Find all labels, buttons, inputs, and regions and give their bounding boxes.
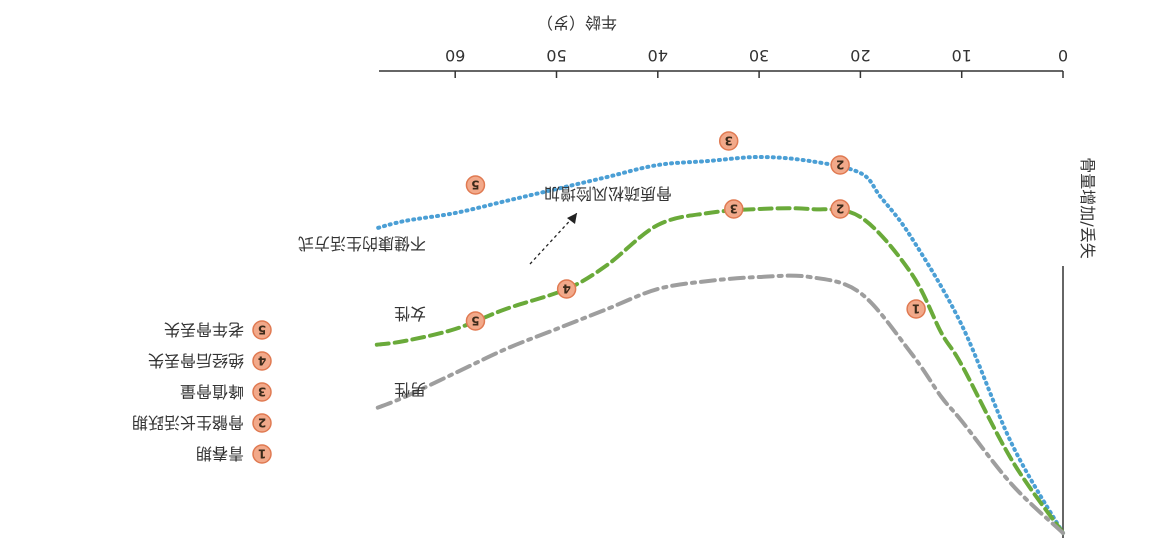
series-line-male [372,154,1065,535]
point-marker: 1 [906,299,926,319]
marker-circle [830,155,850,175]
marker-number: 5 [471,178,479,192]
legend-label: 峰值骨量 [180,382,244,401]
marker-number: 2 [258,416,266,430]
legend-label: 老年骨丢失 [164,320,244,339]
point-marker: 5 [465,175,486,195]
marker-number: 3 [730,202,738,216]
x-tick-label: 40 [648,46,668,65]
x-tick-label: 50 [546,46,566,65]
marker-circle [252,320,272,340]
risk-arrow-line [529,212,578,265]
marker-number: 2 [836,202,844,216]
point-marker: 4 [556,279,577,299]
marker-circle [830,199,850,219]
series-label-female: 女性 [394,304,426,323]
marker-number: 4 [258,354,266,368]
point-marker: 2 [830,199,850,219]
legend-marker: 1 [252,444,272,464]
series-line-unhealthy [372,273,1065,535]
marker-number: 5 [471,314,479,328]
marker-number: 1 [912,302,920,316]
marker-circle [252,351,272,371]
legend-marker: 5 [252,320,272,340]
legend-marker: 4 [252,351,272,371]
marker-number: 3 [725,134,733,148]
legend-marker: 2 [252,413,272,433]
x-tick-label: 60 [445,46,465,65]
marker-number: 1 [258,447,266,461]
risk-annotation-text: 骨质疏松风险增加 [544,184,672,203]
marker-circle [718,131,739,151]
x-tick-label: 30 [749,46,769,65]
risk-arrow-head [567,213,577,224]
marker-circle [556,279,577,299]
point-marker: 3 [718,131,739,151]
marker-number: 2 [836,158,844,172]
legend-marker: 3 [252,382,272,402]
marker-circle [465,311,486,331]
x-tick-label: 10 [952,46,972,65]
x-tick-label: 20 [850,46,870,65]
x-tick-label: 0 [1058,46,1068,65]
risk-annotation: 骨质疏松风险增加 [529,184,672,265]
series-line-female [372,206,1065,535]
legend-label: 绝经后骨丢失 [148,351,244,370]
marker-circle [252,382,272,402]
point-marker: 3 [724,199,744,219]
y-axis-title: 骨量增加/丢失 [1078,157,1097,258]
legend-label: 青春期 [196,444,244,463]
legend-label: 骨骼生长活跃期 [132,413,244,432]
series-label-unhealthy: 不健康的生活方式 [298,234,426,253]
series-label-male: 男性 [394,380,426,399]
marker-circle [724,199,744,219]
marker-number: 4 [562,282,570,296]
x-axis-ticks: 0 10 20 30 40 50 60 [445,46,1068,78]
marker-circle [252,413,272,433]
x-axis-title: 年龄（岁） [537,13,617,32]
point-marker: 2 [830,155,850,175]
marker-circle [252,444,272,464]
marker-circle [465,175,486,195]
markers-layer: 1 2 3 4 5 2 3 5 [465,131,926,331]
marker-circle [906,299,926,319]
marker-number: 5 [258,323,266,337]
legend: 1 青春期 2 骨骼生长活跃期 3 峰值骨量 4 绝经后骨丢失 5 老年骨丢失 [132,320,272,464]
point-marker: 5 [465,311,486,331]
marker-number: 3 [258,385,266,399]
series-layer [372,154,1065,535]
